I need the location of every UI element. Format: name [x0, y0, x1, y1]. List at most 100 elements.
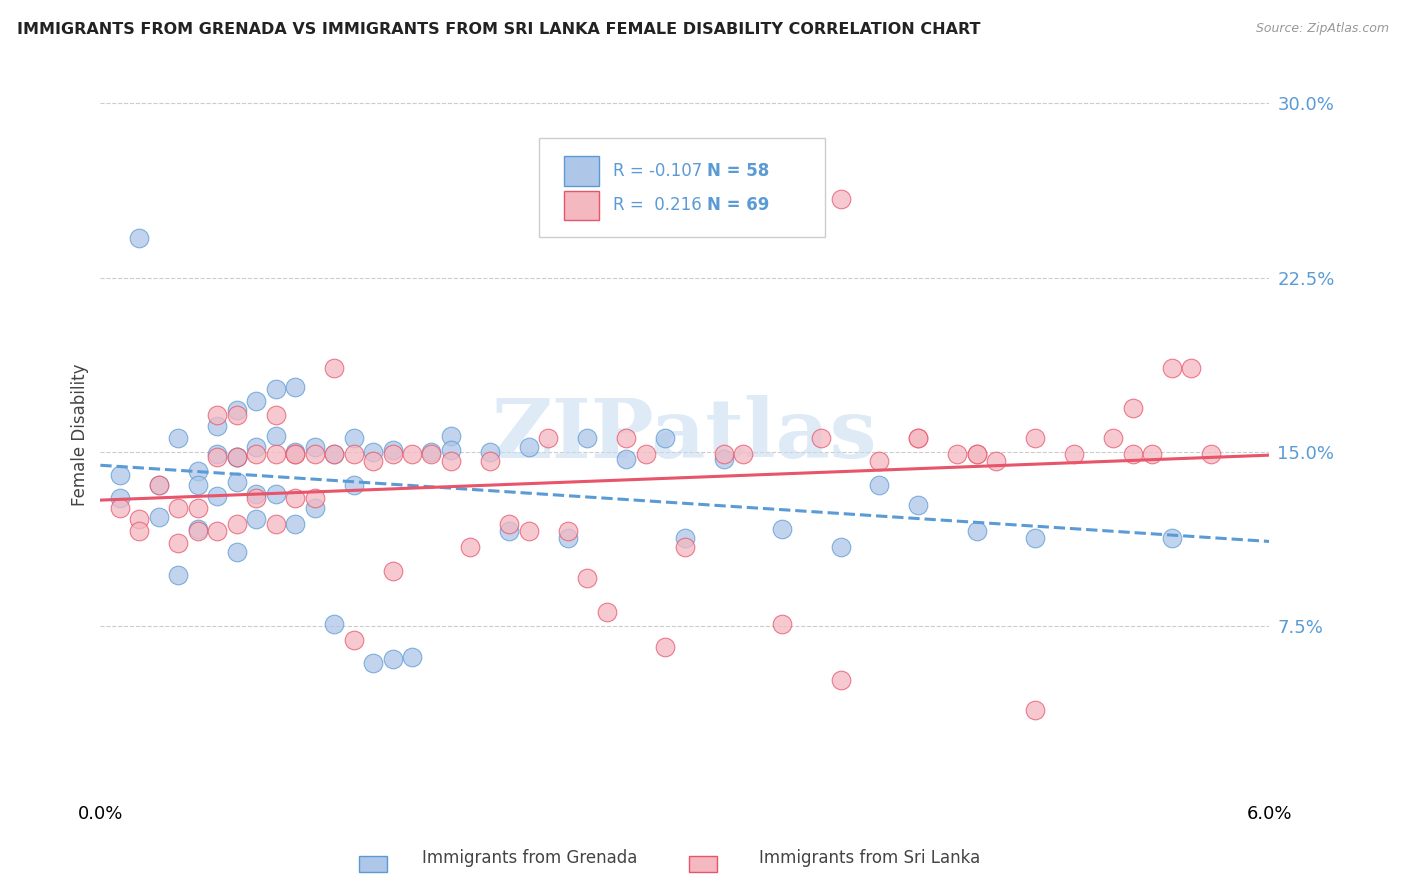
Point	[264, 447, 287, 461]
Point	[342, 431, 364, 445]
Point	[128, 524, 150, 538]
Point	[148, 477, 170, 491]
Point	[966, 524, 988, 538]
Point	[1180, 361, 1202, 376]
Point	[225, 408, 247, 422]
Point	[517, 441, 540, 455]
Point	[304, 447, 326, 461]
Point	[205, 450, 228, 464]
Point	[498, 524, 520, 538]
Point	[187, 477, 209, 491]
Point	[1024, 431, 1046, 445]
Point	[284, 445, 307, 459]
Point	[440, 428, 463, 442]
Text: Source: ZipAtlas.com: Source: ZipAtlas.com	[1256, 22, 1389, 36]
Text: Immigrants from Grenada: Immigrants from Grenada	[422, 849, 637, 867]
FancyBboxPatch shape	[538, 138, 825, 237]
Point	[304, 491, 326, 506]
Point	[830, 541, 852, 555]
Point	[187, 464, 209, 478]
Point	[869, 477, 891, 491]
Point	[108, 491, 131, 506]
Point	[713, 452, 735, 467]
Point	[245, 491, 267, 506]
Point	[986, 454, 1008, 468]
Point	[830, 192, 852, 206]
Text: Immigrants from Sri Lanka: Immigrants from Sri Lanka	[759, 849, 980, 867]
Point	[225, 403, 247, 417]
Point	[187, 522, 209, 536]
Bar	[564, 156, 599, 186]
Point	[770, 522, 793, 536]
Point	[1024, 531, 1046, 545]
Point	[420, 447, 443, 461]
Point	[460, 541, 482, 555]
Point	[245, 487, 267, 501]
Point	[225, 450, 247, 464]
Point	[167, 500, 190, 515]
Point	[907, 499, 929, 513]
Point	[167, 568, 190, 582]
Point	[733, 447, 755, 461]
Point	[264, 428, 287, 442]
Point	[167, 431, 190, 445]
Point	[205, 524, 228, 538]
Text: R =  0.216: R = 0.216	[613, 196, 702, 214]
Text: N = 69: N = 69	[707, 196, 769, 214]
Point	[634, 447, 657, 461]
Point	[284, 491, 307, 506]
Bar	[564, 191, 599, 220]
Point	[225, 475, 247, 490]
Point	[654, 640, 676, 655]
Point	[1122, 447, 1144, 461]
Point	[420, 445, 443, 459]
Point	[128, 231, 150, 245]
Point	[869, 454, 891, 468]
Point	[284, 516, 307, 531]
Point	[713, 447, 735, 461]
Point	[167, 535, 190, 549]
Point	[614, 431, 637, 445]
Point	[342, 477, 364, 491]
Point	[440, 442, 463, 457]
Point	[1199, 447, 1222, 461]
Point	[576, 570, 599, 584]
Point	[264, 516, 287, 531]
Point	[361, 445, 384, 459]
Point	[557, 524, 579, 538]
Point	[264, 382, 287, 396]
Point	[304, 441, 326, 455]
Point	[245, 447, 267, 461]
Point	[264, 487, 287, 501]
Point	[205, 419, 228, 434]
Point	[966, 447, 988, 461]
Point	[284, 447, 307, 461]
Point	[401, 649, 423, 664]
Point	[966, 447, 988, 461]
Point	[342, 447, 364, 461]
Point	[225, 545, 247, 559]
Point	[1140, 447, 1163, 461]
Point	[187, 500, 209, 515]
Point	[284, 447, 307, 461]
Point	[187, 524, 209, 538]
Point	[1122, 401, 1144, 415]
Point	[1102, 431, 1125, 445]
Point	[1160, 361, 1182, 376]
Point	[381, 442, 404, 457]
Point	[596, 606, 619, 620]
Point	[148, 477, 170, 491]
Point	[907, 431, 929, 445]
Point	[381, 652, 404, 666]
Point	[361, 657, 384, 671]
Point	[225, 450, 247, 464]
Y-axis label: Female Disability: Female Disability	[72, 363, 89, 506]
Text: IMMIGRANTS FROM GRENADA VS IMMIGRANTS FROM SRI LANKA FEMALE DISABILITY CORRELATI: IMMIGRANTS FROM GRENADA VS IMMIGRANTS FR…	[17, 22, 980, 37]
Text: N = 58: N = 58	[707, 162, 769, 180]
Point	[304, 500, 326, 515]
Point	[264, 408, 287, 422]
Point	[673, 541, 696, 555]
Point	[401, 447, 423, 461]
Point	[284, 380, 307, 394]
Point	[537, 431, 560, 445]
